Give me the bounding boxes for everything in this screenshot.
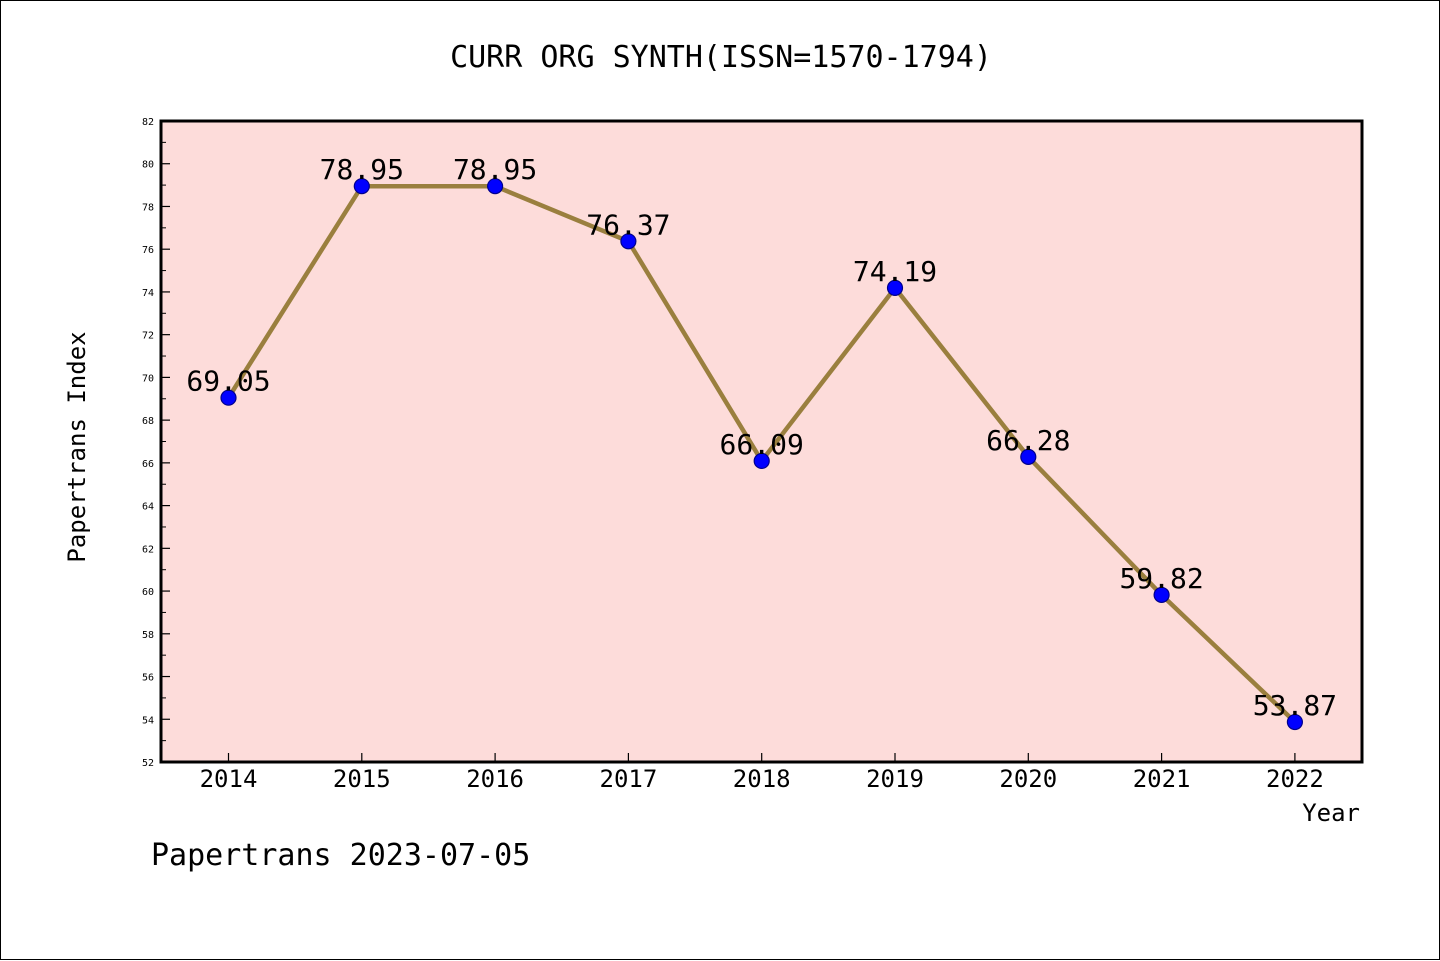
x-tick-label: 2021 (1133, 765, 1191, 793)
data-point (886, 279, 904, 296)
data-point (487, 178, 504, 195)
y-tick-label: 66 (142, 459, 154, 470)
data-label: 69.05 (186, 365, 270, 398)
y-axis-label: Papertrans Index (63, 331, 91, 562)
data-point (1020, 448, 1037, 465)
x-tick-label: 2016 (466, 765, 524, 793)
data-label: 78.95 (320, 153, 404, 186)
y-tick-label: 62 (142, 544, 154, 555)
y-tick-label: 54 (142, 715, 154, 726)
x-tick-label: 2020 (999, 765, 1057, 793)
y-tick-label: 74 (142, 288, 154, 299)
y-tick-label: 76 (142, 245, 154, 256)
y-tick-label: 68 (142, 416, 154, 427)
plot-area (159, 119, 1364, 764)
x-tick-label: 2017 (600, 765, 658, 793)
data-label: 53.87 (1253, 689, 1337, 722)
y-tick-label: 72 (142, 331, 154, 342)
y-axis: 52 54 56 58 60 62 64 66 68 70 72 74 76 78 80 82 (142, 117, 170, 769)
chart-title: CURR ORG SYNTH(ISSN=1570-1794) (450, 40, 992, 75)
y-tick-label: 60 (142, 587, 154, 598)
data-point (753, 452, 770, 470)
x-tick-label: 2015 (333, 765, 391, 793)
y-tick-label: 70 (142, 373, 154, 384)
y-tick-label: 56 (142, 673, 154, 684)
data-point (353, 178, 370, 195)
x-tick-label: 2022 (1266, 765, 1324, 793)
data-label: 78.95 (453, 153, 537, 186)
data-label: 74.19 (853, 255, 937, 288)
y-tick-label: 58 (142, 630, 154, 641)
data-point (620, 233, 637, 250)
points-layer (220, 178, 1304, 731)
data-point (1153, 586, 1170, 604)
x-tick-label: 2019 (866, 765, 924, 793)
data-point (1286, 713, 1304, 731)
data-label: 59.82 (1119, 562, 1203, 595)
data-labels: 69.05 78.95 78.95 76.37 66.09 74.19 66.28 59.82… (186, 153, 1337, 722)
y-tick-label: 52 (142, 758, 154, 769)
x-tick-label: 2018 (733, 765, 791, 793)
data-label: 66.09 (720, 428, 804, 461)
x-axis-label: Year (1302, 799, 1360, 827)
data-label: 76.37 (586, 208, 670, 241)
y-tick-label: 80 (142, 160, 154, 171)
y-tick-label: 64 (142, 502, 154, 513)
x-axis: 2014 2015 2016 2017 2018 2019 2020 2021 2022 (200, 753, 1324, 793)
y-tick-label: 78 (142, 202, 154, 213)
x-tick-label: 2014 (200, 765, 258, 793)
data-point (220, 389, 237, 406)
footer-text: Papertrans 2023-07-05 (151, 838, 530, 873)
data-label: 66.28 (986, 424, 1070, 457)
y-tick-label: 82 (142, 117, 154, 128)
